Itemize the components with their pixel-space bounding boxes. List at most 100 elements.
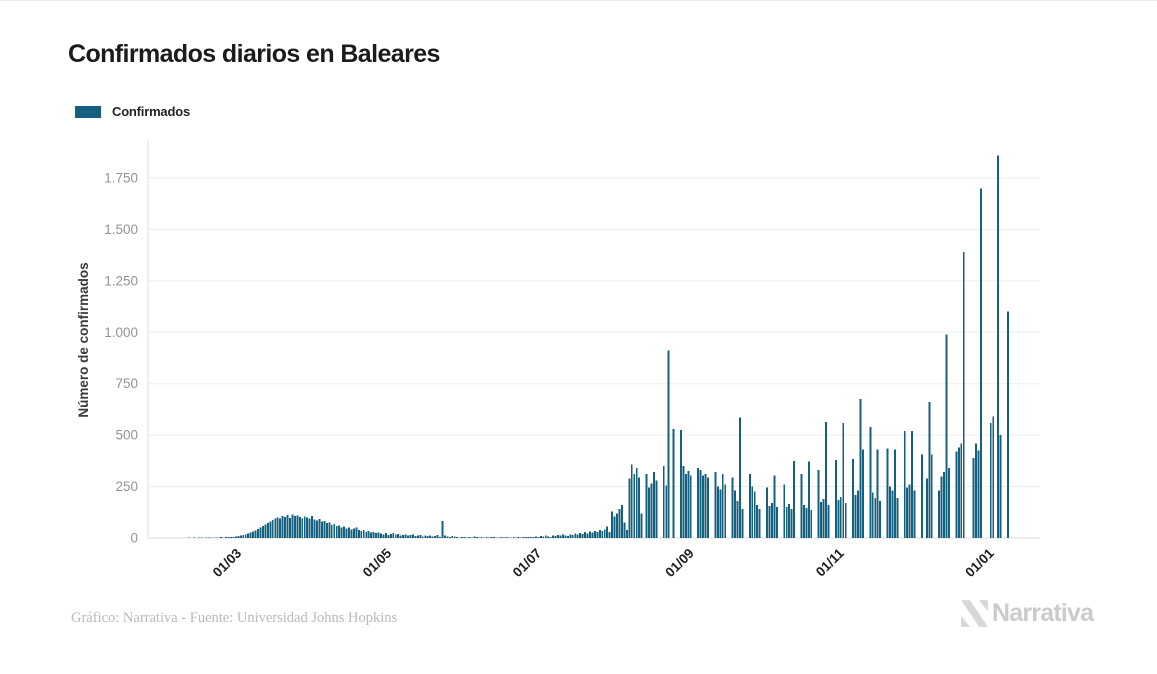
bar	[397, 533, 400, 538]
bar	[638, 477, 641, 538]
bar	[313, 519, 316, 538]
x-tick-label-01-03: 01/03	[210, 545, 245, 580]
bar	[232, 536, 235, 538]
x-tick-label-01-07: 01/07	[510, 546, 545, 581]
y-tick-label-0: 0	[130, 531, 138, 546]
bar	[800, 474, 803, 538]
bar	[930, 454, 933, 538]
bar	[611, 511, 614, 538]
bar	[788, 504, 791, 538]
bar	[842, 422, 845, 538]
bar	[365, 531, 368, 538]
bar	[537, 536, 540, 538]
bar	[633, 473, 636, 538]
bar	[308, 518, 311, 538]
bar	[837, 499, 840, 538]
bar	[608, 532, 611, 538]
bar	[645, 474, 648, 538]
bar	[613, 516, 616, 538]
gridlines	[147, 140, 1040, 539]
bar	[876, 449, 879, 538]
bar	[416, 535, 419, 538]
bar	[225, 537, 227, 538]
bar	[756, 505, 759, 538]
bar	[962, 252, 965, 538]
bar	[542, 536, 545, 538]
x-tick-label-01-05: 01/05	[360, 545, 395, 580]
bar	[380, 533, 382, 538]
bar	[839, 496, 842, 538]
x-tick-label-01-11: 01/11	[813, 545, 847, 579]
bar	[972, 457, 975, 538]
bar	[948, 468, 950, 538]
bar	[603, 529, 606, 538]
bar	[707, 477, 709, 538]
bar	[355, 527, 358, 538]
bar	[640, 513, 643, 538]
bar	[230, 537, 232, 538]
bar	[443, 535, 446, 538]
bar	[377, 532, 380, 538]
bar	[554, 536, 557, 538]
bar	[571, 534, 574, 538]
bar	[719, 489, 722, 538]
bar	[254, 530, 257, 538]
bar	[925, 478, 928, 538]
bar	[879, 500, 882, 538]
bar	[429, 535, 432, 538]
bar	[751, 486, 754, 538]
bar	[402, 534, 405, 538]
bar	[345, 528, 348, 538]
bar	[375, 533, 377, 538]
bar	[869, 426, 872, 538]
bar	[340, 527, 343, 538]
bar	[269, 521, 272, 538]
bar	[589, 531, 591, 538]
bar	[564, 535, 567, 538]
bar	[424, 535, 427, 538]
bar	[237, 536, 240, 538]
bar	[527, 536, 530, 538]
bar	[279, 518, 282, 538]
bar	[741, 509, 744, 538]
bar	[785, 507, 788, 538]
bar	[252, 531, 255, 538]
bar	[456, 536, 459, 538]
bar	[684, 474, 687, 538]
bar	[382, 534, 385, 538]
bar	[584, 532, 587, 538]
bar	[569, 534, 572, 538]
bar	[790, 509, 793, 538]
x-tick-label-01-01: 01/01	[962, 545, 997, 580]
bar	[348, 527, 350, 538]
bar	[316, 520, 318, 538]
bar	[367, 531, 370, 538]
bar	[473, 536, 476, 538]
bar	[920, 454, 923, 538]
bar	[891, 490, 894, 538]
y-tick-label-500: 500	[115, 428, 138, 443]
bar	[955, 451, 958, 538]
bar	[574, 533, 577, 538]
bar	[534, 536, 537, 538]
bar	[591, 532, 594, 538]
bar	[227, 536, 230, 538]
bar	[805, 508, 808, 538]
bar	[360, 530, 363, 538]
bar	[257, 529, 259, 538]
bar	[532, 537, 535, 538]
bar	[665, 485, 668, 538]
y-tick-labels: 0 250 500 750 1.000 1.250 1.500 1.750	[104, 171, 138, 546]
bar	[827, 505, 830, 538]
bar	[421, 536, 424, 538]
bar	[721, 474, 724, 538]
bar	[783, 484, 786, 538]
bar	[485, 536, 488, 538]
bar	[448, 536, 451, 538]
bar	[844, 503, 847, 538]
bar	[822, 498, 825, 538]
bar	[276, 517, 279, 538]
bar	[261, 526, 264, 538]
bar	[264, 524, 267, 538]
